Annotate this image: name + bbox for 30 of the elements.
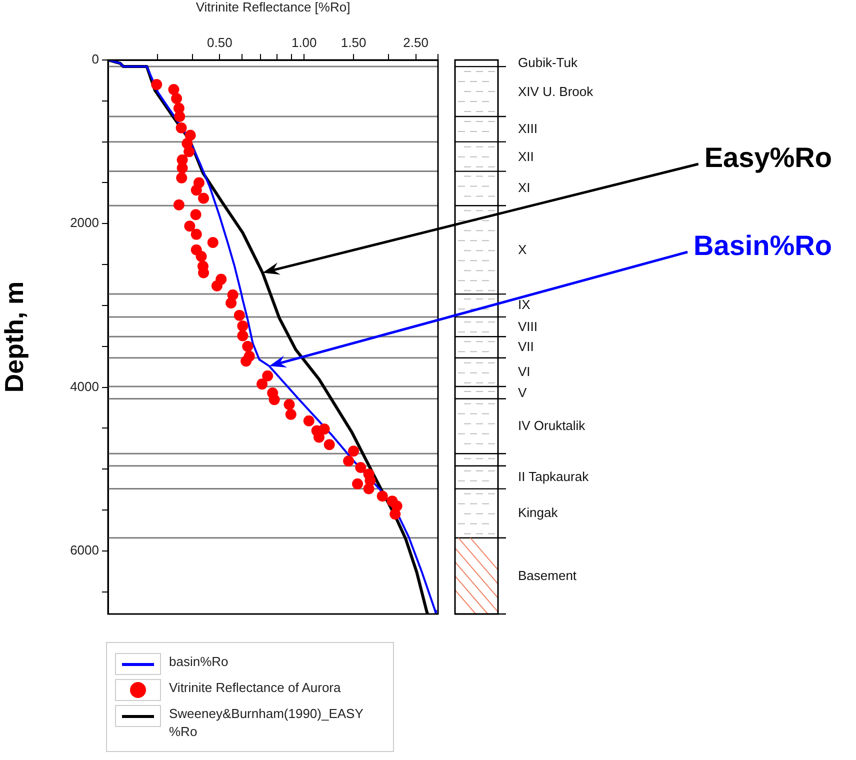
y-tick-label: 2000 (70, 215, 99, 230)
text: Gubik-Tuk (518, 55, 578, 72)
legend-label: Vitrinite Reflectance of Aurora (169, 679, 341, 697)
text: VIII (518, 318, 538, 335)
legend-label: Sweeney&Burnham(1990)_EASY %Ro (169, 705, 364, 741)
legend-label: basin%Ro (169, 653, 228, 671)
text: II Tapkaurak (518, 469, 589, 486)
text: V (518, 384, 527, 401)
text: Kingak (518, 505, 558, 522)
text: X (518, 242, 527, 258)
x-tick-label: 0.50 (207, 34, 232, 50)
y-tick-label: 0 (92, 52, 99, 67)
text: XI (518, 180, 530, 196)
y-tick-label: 4000 (70, 378, 99, 394)
text: VII (518, 339, 534, 356)
x-tick-label: 1.00 (291, 34, 317, 50)
text: XII (518, 148, 534, 165)
text: IX (518, 297, 530, 314)
text: XIV U. Brook (518, 84, 594, 100)
annotation: Easy%Ro (704, 142, 832, 174)
text: IV Oruktalik (518, 418, 586, 434)
text: VI (518, 364, 530, 380)
text: XIII (518, 121, 538, 138)
annotation: Basin%Ro (694, 230, 832, 262)
text: Basement (518, 568, 577, 584)
x-axis-title: Vitrinite Reflectance [%Ro] (196, 0, 350, 14)
x-tick-label: 1.50 (340, 34, 366, 50)
x-tick-label: 2.50 (403, 34, 428, 50)
y-tick-label: 6000 (70, 542, 99, 558)
y-axis-title: Depth, m (0, 281, 29, 393)
